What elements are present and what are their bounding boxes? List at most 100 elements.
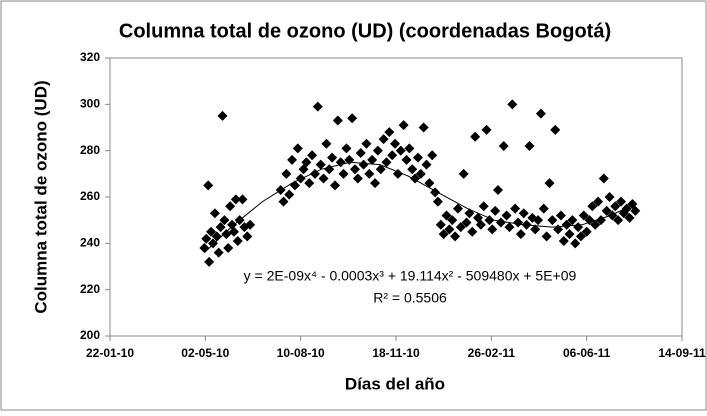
data-point	[392, 168, 403, 179]
data-point	[424, 178, 435, 189]
data-point	[601, 205, 612, 216]
data-point	[598, 173, 609, 184]
data-point	[215, 222, 226, 233]
data-point	[221, 229, 232, 240]
data-point	[407, 164, 418, 175]
data-point	[275, 185, 286, 196]
data-point	[327, 152, 338, 163]
data-point	[318, 173, 329, 184]
data-point	[227, 219, 238, 230]
data-point	[481, 124, 492, 135]
x-tick-label: 10-08-10	[277, 346, 325, 360]
data-point	[458, 168, 469, 179]
data-point	[467, 226, 478, 237]
data-point	[415, 168, 426, 179]
data-point	[228, 226, 239, 237]
data-point	[232, 236, 243, 247]
data-point	[521, 219, 532, 230]
data-point	[230, 194, 241, 205]
data-point	[219, 215, 230, 226]
data-point	[461, 217, 472, 228]
data-point	[370, 178, 381, 189]
data-point	[355, 147, 366, 158]
data-point	[515, 229, 526, 240]
data-point	[610, 201, 621, 212]
data-point	[292, 143, 303, 154]
data-point	[404, 143, 415, 154]
data-point	[538, 203, 549, 214]
data-point	[204, 256, 215, 267]
y-tick-label: 220	[80, 282, 100, 296]
data-point	[510, 203, 521, 214]
data-point	[444, 224, 455, 235]
data-point	[430, 187, 441, 198]
data-point	[593, 196, 604, 207]
data-point	[478, 201, 489, 212]
data-point	[338, 168, 349, 179]
data-point	[329, 180, 340, 191]
y-axis-label: Columna total de ozono (UD)	[31, 80, 50, 313]
data-point	[207, 238, 218, 249]
data-point	[418, 122, 429, 133]
data-point	[498, 141, 509, 152]
data-point	[361, 138, 372, 149]
data-point	[495, 217, 506, 228]
x-axis-label: Días del año	[345, 374, 445, 393]
data-point	[475, 219, 486, 230]
data-point	[381, 157, 392, 168]
data-point	[504, 222, 515, 233]
data-point	[321, 138, 332, 149]
data-point	[595, 215, 606, 226]
data-point	[206, 226, 217, 237]
data-point	[613, 215, 624, 226]
data-point	[484, 215, 495, 226]
data-point	[213, 247, 224, 258]
y-tick-label: 260	[80, 189, 100, 203]
data-point	[284, 189, 295, 200]
data-point	[630, 205, 641, 216]
data-point	[287, 154, 298, 165]
data-point	[432, 196, 443, 207]
data-point	[301, 157, 312, 168]
data-point	[278, 196, 289, 207]
data-point	[352, 173, 363, 184]
data-point	[490, 205, 501, 216]
data-point	[315, 159, 326, 170]
trendline-equation: y = 2E-09x⁴ - 0.0003x³ + 19.114x² - 5094…	[244, 268, 577, 284]
data-point	[304, 178, 315, 189]
data-point	[364, 168, 375, 179]
data-point	[211, 231, 222, 242]
data-point	[607, 210, 618, 221]
x-tick-label: 02-05-10	[181, 346, 229, 360]
data-point	[578, 210, 589, 221]
data-point	[312, 101, 323, 112]
data-point	[553, 224, 564, 235]
x-tick-label: 18-11-10	[372, 346, 420, 360]
data-point	[347, 113, 358, 124]
data-point	[421, 159, 432, 170]
data-point	[289, 180, 300, 191]
data-point	[524, 141, 535, 152]
data-point	[570, 238, 581, 249]
y-tick-label: 280	[80, 143, 100, 157]
data-point	[533, 215, 544, 226]
y-tick-label: 240	[80, 236, 100, 250]
data-point	[281, 168, 292, 179]
data-point	[435, 219, 446, 230]
data-point	[401, 154, 412, 165]
y-tick-label: 320	[80, 50, 100, 64]
data-point	[332, 115, 343, 126]
data-point	[587, 201, 598, 212]
data-point	[390, 138, 401, 149]
data-point	[604, 192, 615, 202]
data-point	[507, 99, 518, 110]
data-point	[547, 215, 558, 226]
data-point	[309, 168, 320, 179]
data-point	[427, 150, 438, 161]
data-point	[237, 194, 248, 205]
data-point	[344, 154, 355, 165]
y-tick-label: 300	[80, 97, 100, 111]
data-point	[335, 157, 346, 168]
x-tick-label: 14-09-11	[658, 346, 706, 360]
